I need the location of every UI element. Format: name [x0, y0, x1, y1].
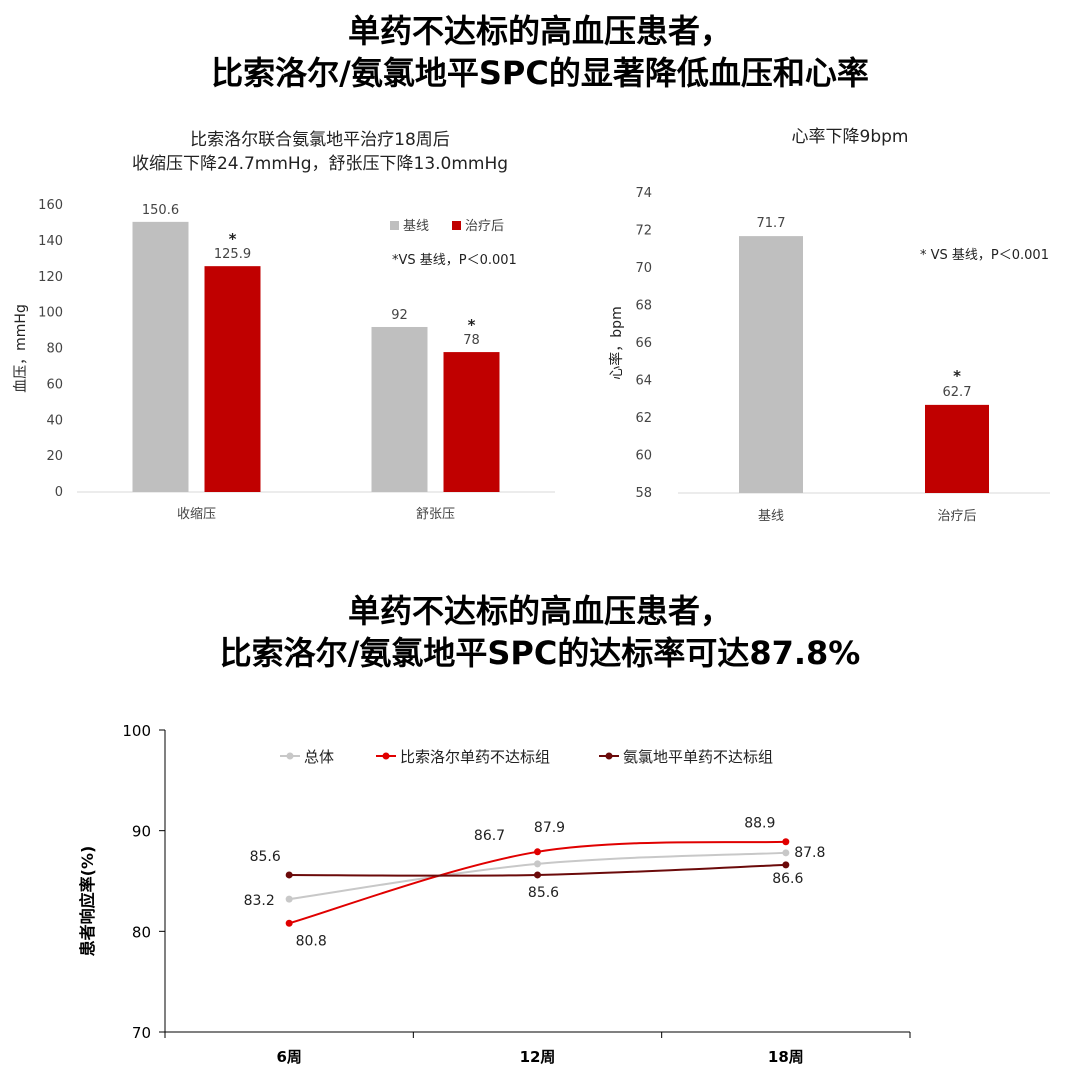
- hr-y-tick-label: 68: [635, 299, 652, 314]
- rr-point-label: 80.8: [296, 933, 327, 949]
- bp-y-tick-label: 160: [38, 198, 63, 213]
- bp-bar-baseline: [371, 326, 428, 492]
- rr-point-label: 83.2: [244, 893, 275, 909]
- rr-legend-marker: [605, 752, 613, 760]
- hr-significance-marker: *: [953, 367, 961, 385]
- top-headline-line1: 单药不达标的高血压患者，: [347, 12, 732, 50]
- hr-y-tick-label: 60: [635, 449, 652, 464]
- rr-point-amlodipine-group: [534, 871, 541, 879]
- rr-point-label: 87.8: [794, 845, 825, 861]
- hr-y-tick-label: 70: [635, 261, 652, 276]
- hr-chart-title: 心率下降9bpm: [791, 127, 909, 147]
- bp-bar-treated: [204, 266, 261, 492]
- bp-legend-label: 治疗后: [465, 219, 504, 234]
- rr-point-bisoprolol-group: [782, 838, 790, 846]
- rr-y-tick-label: 80: [132, 923, 151, 941]
- bp-bar-value-label: 78: [463, 333, 480, 348]
- bp-bar-value-label: 150.6: [142, 203, 179, 218]
- rr-x-category-label: 12周: [520, 1048, 556, 1066]
- rr-point-label: 85.6: [250, 849, 281, 865]
- rr-point-overall: [782, 849, 790, 857]
- hr-x-category-label: 治疗后: [937, 509, 976, 524]
- bp-y-tick-label: 40: [46, 413, 63, 428]
- bp-chart-title-line2: 收缩压下降24.7mmHg，舒张压下降13.0mmHg: [131, 154, 509, 174]
- bp-y-tick-label: 0: [55, 485, 63, 500]
- hr-y-axis-label: 心率，bpm: [608, 306, 625, 379]
- blood-pressure-bar-chart: 0 20 40 60 80 100 120 140 160 血压，mmHg 收缩压 150.6 125.…: [13, 198, 555, 522]
- bp-y-tick-label: 140: [38, 234, 63, 249]
- bp-bar-treated: [443, 352, 500, 492]
- hr-bar-value-label: 62.7: [943, 385, 972, 400]
- bp-bar-value-label: 125.9: [214, 247, 251, 262]
- hr-y-tick-label: 66: [635, 336, 652, 351]
- response-rate-line-chart: 70 80 90 100 6周 12周 18周 患者响应率(%) 83.2 86.7 87.8 80.…: [78, 722, 911, 1066]
- bp-x-category-label: 收缩压: [177, 506, 216, 522]
- rr-point-bisoprolol-group: [534, 848, 541, 856]
- bp-y-tick-label: 20: [46, 449, 63, 464]
- rr-x-category-label: 6周: [276, 1048, 301, 1066]
- bp-annotation: *VS 基线，P＜0.001: [392, 253, 517, 268]
- hr-x-category-label: 基线: [758, 509, 784, 524]
- rr-legend-label: 总体: [304, 748, 334, 766]
- bp-y-axis-label: 血压，mmHg: [13, 304, 29, 393]
- rr-y-tick-label: 70: [132, 1024, 151, 1042]
- hr-bar-value-label: 71.7: [757, 216, 786, 231]
- bp-legend-swatch: [452, 221, 461, 230]
- heart-rate-bar-chart: 58 60 62 64 66 68 70 72 74 心率，bpm 71.7 基线 62.7* 治疗后 * …: [608, 186, 1050, 524]
- hr-y-tick-label: 64: [635, 374, 652, 389]
- hr-y-tick-label: 58: [635, 486, 652, 501]
- rr-x-category-label: 18周: [768, 1048, 804, 1066]
- hr-bar-treated: [925, 404, 989, 493]
- bottom-headline: 单药不达标的高血压患者， 比索洛尔/氨氯地平SPC的达标率可达87.8%: [0, 590, 1080, 674]
- top-headline-line2: 比索洛尔/氨氯地平SPC的显著降低血压和心率: [211, 54, 869, 92]
- rr-point-label: 87.9: [534, 820, 565, 836]
- bp-bar-baseline: [132, 221, 189, 492]
- hr-y-tick-label: 74: [635, 186, 652, 201]
- bottom-headline-line2: 比索洛尔/氨氯地平SPC的达标率可达87.8%: [219, 634, 861, 672]
- rr-point-label: 85.6: [528, 885, 559, 901]
- bp-legend-swatch: [390, 221, 399, 230]
- rr-legend-label: 氨氯地平单药不达标组: [623, 748, 773, 766]
- rr-y-axis-label: 患者响应率(%): [78, 846, 97, 957]
- hr-y-tick-label: 62: [635, 411, 652, 426]
- rr-legend-label: 比索洛尔单药不达标组: [400, 748, 550, 766]
- bp-significance-marker: *: [468, 316, 476, 334]
- hr-y-tick-label: 72: [635, 224, 652, 239]
- hr-annotation: * VS 基线，P＜0.001: [920, 248, 1049, 263]
- rr-point-bisoprolol-group: [285, 919, 293, 927]
- rr-point-overall: [534, 860, 541, 868]
- rr-y-tick-label: 90: [132, 823, 151, 841]
- bp-y-tick-label: 100: [38, 306, 63, 321]
- bp-chart-title-line1: 比索洛尔联合氨氯地平治疗18周后: [190, 130, 450, 150]
- bp-significance-marker: *: [229, 230, 237, 248]
- rr-point-label: 86.7: [474, 828, 505, 844]
- rr-y-tick-label: 100: [122, 722, 151, 740]
- hr-bar-baseline: [739, 236, 803, 493]
- rr-legend-marker: [286, 752, 294, 760]
- bp-bar-value-label: 92: [391, 308, 408, 323]
- rr-point-label: 86.6: [772, 871, 803, 887]
- bp-x-category-label: 舒张压: [416, 507, 455, 522]
- bp-y-tick-label: 120: [38, 270, 63, 285]
- bp-chart-title: 比索洛尔联合氨氯地平治疗18周后 收缩压下降24.7mmHg，舒张压下降13.0…: [60, 128, 580, 176]
- bottom-headline-line1: 单药不达标的高血压患者，: [347, 592, 732, 630]
- rr-point-overall: [285, 895, 293, 903]
- bp-y-tick-label: 60: [46, 377, 63, 392]
- rr-legend-marker: [382, 752, 390, 760]
- rr-point-label: 88.9: [744, 816, 775, 832]
- bp-legend-label: 基线: [403, 219, 429, 234]
- rr-point-amlodipine-group: [285, 871, 293, 879]
- rr-point-amlodipine-group: [782, 861, 790, 869]
- bp-y-tick-label: 80: [46, 342, 63, 357]
- top-headline: 单药不达标的高血压患者， 比索洛尔/氨氯地平SPC的显著降低血压和心率: [0, 10, 1080, 94]
